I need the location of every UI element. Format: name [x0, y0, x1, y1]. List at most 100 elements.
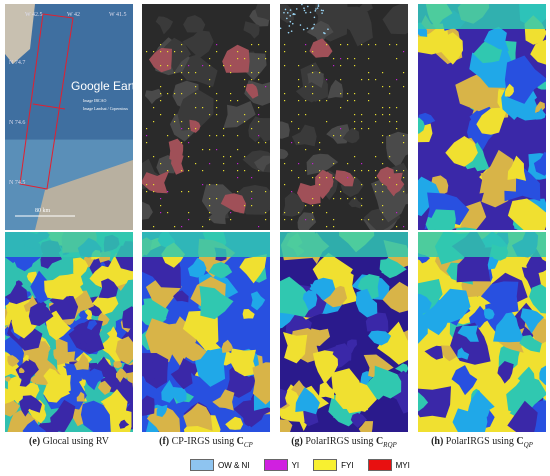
dot: [313, 23, 316, 26]
sample: [396, 58, 398, 60]
sample: [167, 65, 169, 67]
sample: [230, 156, 232, 158]
sample: [396, 121, 398, 123]
region: [507, 400, 538, 432]
dot: [305, 11, 307, 14]
region: [183, 403, 213, 431]
sample: [368, 58, 370, 60]
sample: [265, 86, 267, 88]
sample: [347, 198, 349, 200]
sample: [312, 212, 314, 214]
sample: [160, 44, 162, 46]
sample: [230, 219, 232, 221]
sample: [375, 44, 377, 46]
sample: [298, 100, 300, 102]
sample: [361, 121, 363, 123]
dot: [299, 24, 302, 26]
sample: [237, 191, 239, 193]
sample: [347, 58, 349, 60]
sample: [209, 86, 211, 88]
sample: [244, 205, 246, 207]
sample: [326, 226, 328, 228]
sample: [223, 163, 225, 165]
region: [5, 387, 20, 404]
legend-swatch: [367, 459, 392, 471]
region: [452, 408, 488, 432]
caption-text: CP-IRGS using: [171, 436, 235, 447]
sample: [382, 107, 384, 109]
sample: [305, 170, 307, 172]
region: [382, 4, 408, 35]
dot: [301, 4, 303, 6]
region: [479, 149, 517, 194]
sample: [403, 142, 405, 144]
dot: [295, 8, 298, 10]
region: [30, 375, 38, 385]
region: [280, 276, 315, 317]
top-band: [142, 232, 270, 257]
sample: [188, 72, 190, 74]
sample: [347, 100, 349, 102]
sample: [223, 170, 225, 172]
caption-label: (h): [431, 436, 444, 447]
dot: [302, 28, 305, 31]
caption-text: PolarIRGS using: [445, 436, 514, 447]
sample: [389, 114, 391, 116]
latitude-label: N 74.7: [9, 60, 25, 66]
region: [142, 201, 153, 220]
sample: [202, 226, 204, 228]
latitude-label: N 74.5: [9, 180, 25, 186]
sample: [146, 184, 148, 186]
sample: [333, 226, 335, 228]
sample: [319, 177, 321, 179]
sample: [174, 72, 176, 74]
sample: [284, 212, 286, 214]
sample: [333, 198, 335, 200]
region: [255, 4, 270, 21]
region: [519, 335, 542, 353]
region: [493, 308, 526, 343]
sample: [174, 121, 176, 123]
sample: [265, 191, 267, 193]
sample: [202, 184, 204, 186]
region: [115, 336, 133, 365]
region: [504, 83, 514, 97]
sample: [146, 135, 148, 137]
sample: [368, 128, 370, 130]
sample: [223, 135, 225, 137]
region: [469, 305, 493, 328]
region: [252, 362, 270, 405]
region: [533, 151, 546, 176]
sample: [237, 170, 239, 172]
sample: [382, 191, 384, 193]
sample: [160, 212, 162, 214]
sample: [167, 51, 169, 53]
sample: [216, 135, 218, 137]
sample: [305, 205, 307, 207]
sample: [354, 58, 356, 60]
top-band: [280, 232, 408, 257]
sample: [382, 163, 384, 165]
sample: [230, 93, 232, 95]
region: [189, 119, 201, 133]
caption-subscript: CP: [243, 441, 253, 449]
sample: [209, 149, 211, 151]
sample: [368, 44, 370, 46]
sample: [396, 170, 398, 172]
legend-item: FYI: [313, 459, 354, 471]
sample: [284, 65, 286, 67]
sample: [167, 191, 169, 193]
region: [332, 343, 352, 362]
sample: [216, 100, 218, 102]
caption-symbol: C: [516, 436, 524, 447]
panel-image: [280, 4, 408, 230]
sample: [375, 191, 377, 193]
sample: [333, 163, 335, 165]
sample: [396, 79, 398, 81]
sample: [265, 219, 267, 221]
region: [358, 421, 374, 432]
region: [73, 257, 89, 277]
sample: [354, 128, 356, 130]
sample: [181, 65, 183, 67]
region: [386, 131, 408, 169]
